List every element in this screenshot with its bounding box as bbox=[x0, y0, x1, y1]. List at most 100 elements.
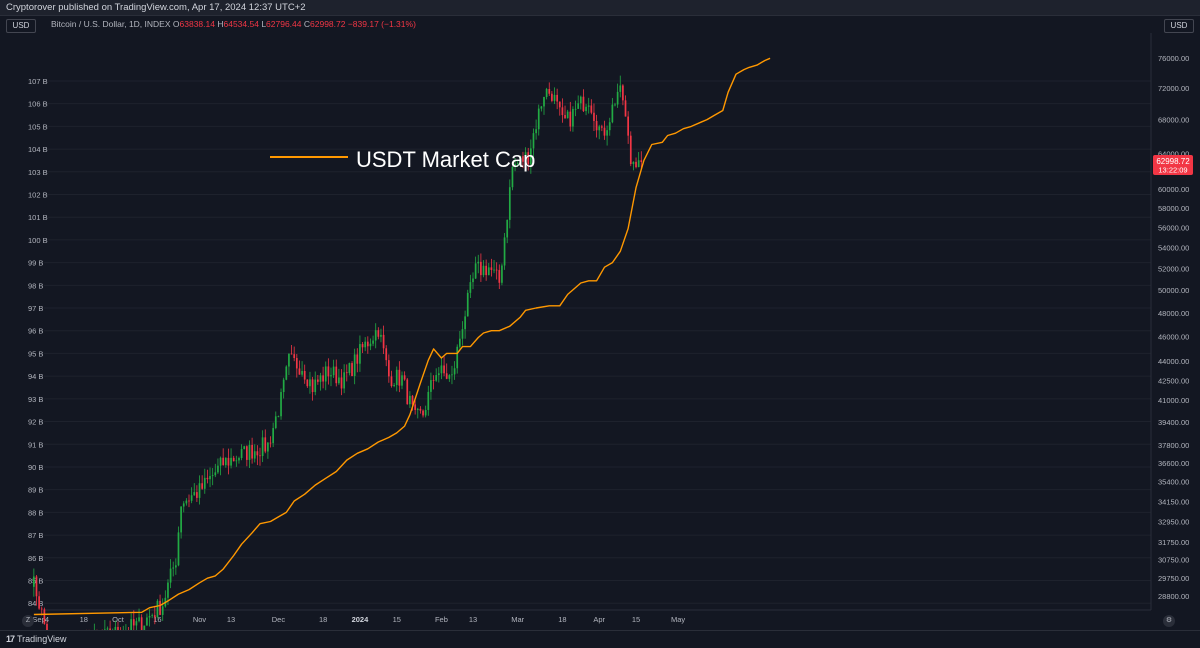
candle-body bbox=[288, 353, 290, 367]
candle-body bbox=[377, 330, 380, 337]
candle-body bbox=[340, 377, 343, 389]
low-value: 62796.44 bbox=[266, 19, 302, 29]
candle-body bbox=[629, 135, 632, 165]
candle-body bbox=[387, 360, 390, 377]
candle-body bbox=[298, 368, 301, 375]
candle-body bbox=[435, 375, 438, 381]
candle-body bbox=[553, 94, 556, 101]
candle-body bbox=[590, 105, 593, 113]
settings-gear-icon[interactable]: ⚙ bbox=[1163, 615, 1175, 627]
candle-body bbox=[203, 477, 206, 489]
candle-body bbox=[182, 503, 185, 507]
x-axis-tick: 15 bbox=[632, 615, 640, 624]
candle-body bbox=[353, 354, 356, 377]
candle-body bbox=[430, 380, 432, 392]
candle-body bbox=[451, 374, 453, 376]
left-axis-tick: 98 B bbox=[28, 281, 43, 290]
right-axis: 28800.00 29750.00 30750.00 31750.00 32950.00… bbox=[1158, 54, 1189, 601]
left-axis-tick: 102 B bbox=[28, 191, 48, 200]
candle-body bbox=[185, 500, 188, 504]
candle-body bbox=[516, 163, 519, 165]
x-axis-tick: Sep bbox=[32, 615, 45, 624]
candle-body bbox=[393, 385, 395, 387]
right-axis-tick: 42500.00 bbox=[1158, 376, 1189, 385]
candle-body bbox=[151, 615, 154, 617]
last-price-value: 62998.72 bbox=[1156, 157, 1190, 166]
candle-body bbox=[577, 103, 580, 109]
candle-body bbox=[485, 265, 488, 276]
candle-body bbox=[608, 122, 611, 131]
right-axis-tick: 52000.00 bbox=[1158, 264, 1189, 273]
left-axis-tick: 105 B bbox=[28, 122, 48, 131]
candle-body bbox=[524, 152, 527, 162]
candle-body bbox=[501, 265, 503, 283]
candle-body bbox=[514, 164, 516, 167]
zoom-reset-button[interactable]: Z bbox=[22, 615, 34, 627]
left-axis-tick: 96 B bbox=[28, 327, 43, 336]
candle-body bbox=[156, 600, 159, 618]
candle-body bbox=[311, 379, 314, 393]
right-axis-tick: 48000.00 bbox=[1158, 309, 1189, 318]
x-axis-tick: 13 bbox=[469, 615, 477, 624]
candle-body bbox=[256, 451, 259, 456]
candle-body bbox=[206, 477, 209, 480]
candle-body bbox=[593, 112, 595, 121]
left-axis-tick: 90 B bbox=[28, 463, 43, 472]
candle-body bbox=[248, 444, 251, 460]
candle-body bbox=[566, 111, 569, 119]
x-axis-tick: 18 bbox=[558, 615, 566, 624]
high-label: H bbox=[217, 19, 224, 29]
candle-body bbox=[474, 263, 477, 279]
candle-body bbox=[616, 91, 619, 105]
candle-body bbox=[301, 370, 303, 375]
candle-body bbox=[564, 115, 566, 119]
right-currency-button[interactable]: USD bbox=[1164, 19, 1194, 33]
candle-body bbox=[469, 282, 472, 293]
candle-body bbox=[600, 126, 603, 128]
candle-body bbox=[466, 292, 469, 317]
tradingview-logo[interactable]: 17 TradingView bbox=[6, 633, 67, 645]
candle-body bbox=[280, 392, 282, 417]
candle-body bbox=[135, 621, 138, 626]
candle-body bbox=[508, 187, 511, 220]
candle-body bbox=[540, 106, 543, 109]
candle-body bbox=[319, 375, 322, 382]
footer bbox=[0, 630, 1200, 648]
right-axis-tick: 34150.00 bbox=[1158, 498, 1189, 507]
candle-body bbox=[330, 375, 332, 377]
left-axis-tick: 103 B bbox=[28, 168, 48, 177]
candle-body bbox=[535, 129, 537, 134]
candle-body bbox=[285, 366, 288, 380]
candle-body bbox=[551, 93, 553, 101]
candle-body bbox=[259, 455, 261, 457]
candle-body bbox=[327, 366, 330, 377]
candle-body bbox=[422, 410, 424, 416]
x-axis-tick: 16 bbox=[153, 615, 161, 624]
candle-body bbox=[427, 391, 430, 410]
candle-body bbox=[632, 161, 635, 165]
candle-body bbox=[432, 380, 435, 381]
candle-body bbox=[398, 369, 401, 386]
candle-body bbox=[453, 368, 456, 375]
candle-body bbox=[482, 265, 485, 276]
candle-body bbox=[40, 608, 43, 610]
left-axis-tick: 106 B bbox=[28, 100, 48, 109]
candle-body bbox=[558, 101, 561, 108]
left-currency-button[interactable]: USD bbox=[6, 19, 36, 33]
candle-body bbox=[472, 278, 474, 283]
symbol-title[interactable]: Bitcoin / U.S. Dollar, 1D, INDEX bbox=[51, 19, 171, 29]
left-axis-tick: 88 B bbox=[28, 508, 43, 517]
change-value: −839.17 (−1.31%) bbox=[347, 19, 416, 29]
candle-body bbox=[217, 465, 219, 473]
candle-body bbox=[411, 395, 414, 405]
right-axis-tick: 72000.00 bbox=[1158, 84, 1189, 93]
usdt-market-cap-line bbox=[33, 57, 771, 616]
candle-body bbox=[227, 457, 230, 466]
left-axis-tick: 101 B bbox=[28, 213, 48, 222]
x-axis-tick: Mar bbox=[511, 615, 524, 624]
candle-body bbox=[529, 148, 532, 165]
candle-body bbox=[569, 111, 572, 127]
low-label: L bbox=[261, 19, 267, 29]
candle-body bbox=[38, 596, 40, 609]
